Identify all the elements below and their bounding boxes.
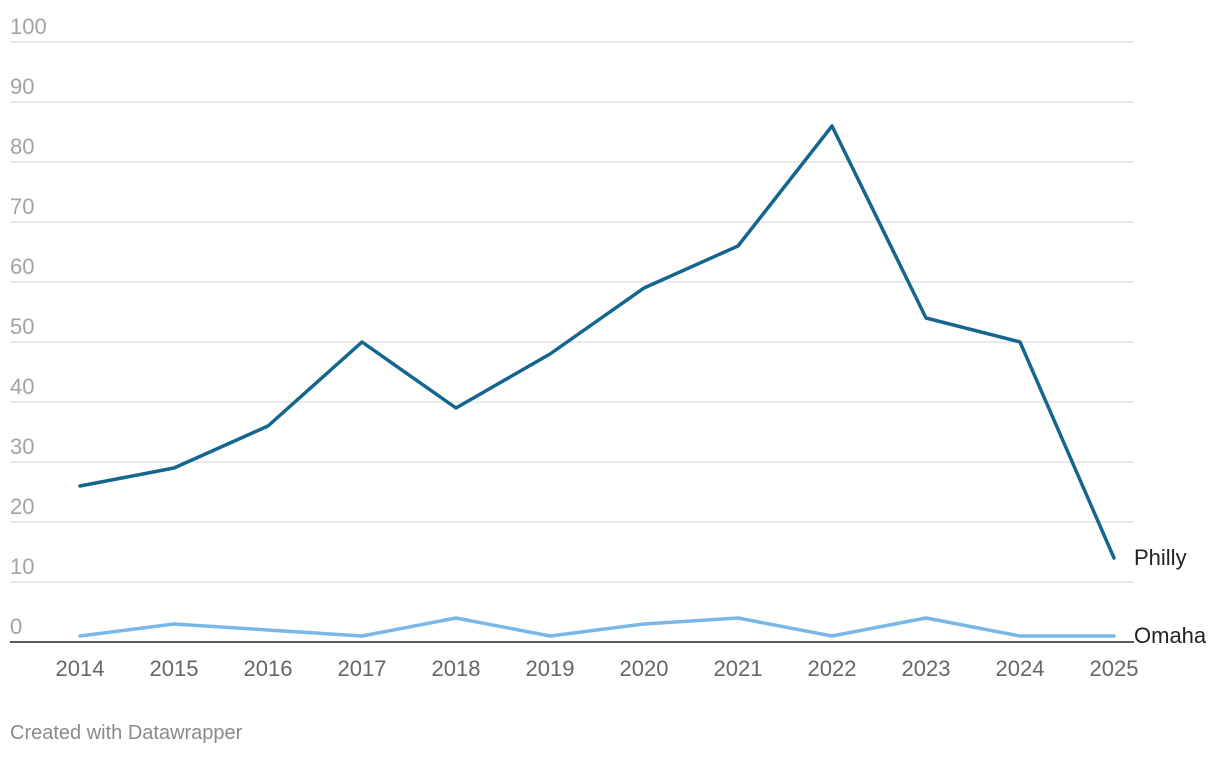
y-tick-label: 90: [10, 74, 34, 99]
y-tick-label: 60: [10, 254, 34, 279]
footer-credit: Created with Datawrapper: [10, 722, 243, 744]
y-tick-label: 100: [10, 14, 47, 39]
x-tick-label: 2019: [526, 656, 575, 681]
series-line-philly: [78, 124, 1116, 560]
x-tick-label: 2025: [1090, 656, 1139, 681]
x-tick-label: 2022: [808, 656, 857, 681]
x-tick-label: 2016: [244, 656, 293, 681]
y-tick-label: 20: [10, 494, 34, 519]
x-axis-ticks: 2014 2015 2016 2017 2018 2019 2020 2021 2022 2023…: [56, 656, 1139, 681]
series-labels: Philly Omaha: [1134, 545, 1207, 648]
y-tick-label: 70: [10, 194, 34, 219]
y-tick-label: 0: [10, 614, 22, 639]
x-tick-label: 2018: [432, 656, 481, 681]
series-line-omaha: [78, 616, 1116, 638]
y-tick-label: 50: [10, 314, 34, 339]
y-tick-label: 40: [10, 374, 34, 399]
x-tick-label: 2020: [620, 656, 669, 681]
x-tick-label: 2017: [338, 656, 387, 681]
series-label-philly: Philly: [1134, 545, 1187, 570]
y-tick-label: 30: [10, 434, 34, 459]
x-tick-label: 2023: [902, 656, 951, 681]
y-tick-label: 80: [10, 134, 34, 159]
y-tick-label: 10: [10, 554, 34, 579]
gridlines: [10, 41, 1134, 583]
x-tick-label: 2024: [996, 656, 1045, 681]
x-tick-label: 2015: [150, 656, 199, 681]
x-tick-label: 2014: [56, 656, 105, 681]
x-tick-label: 2021: [714, 656, 763, 681]
series-lines: [78, 124, 1116, 638]
y-axis-ticks: 0 10 20 30 40 50 60 70 80 90 100: [10, 14, 47, 639]
series-label-omaha: Omaha: [1134, 623, 1207, 648]
